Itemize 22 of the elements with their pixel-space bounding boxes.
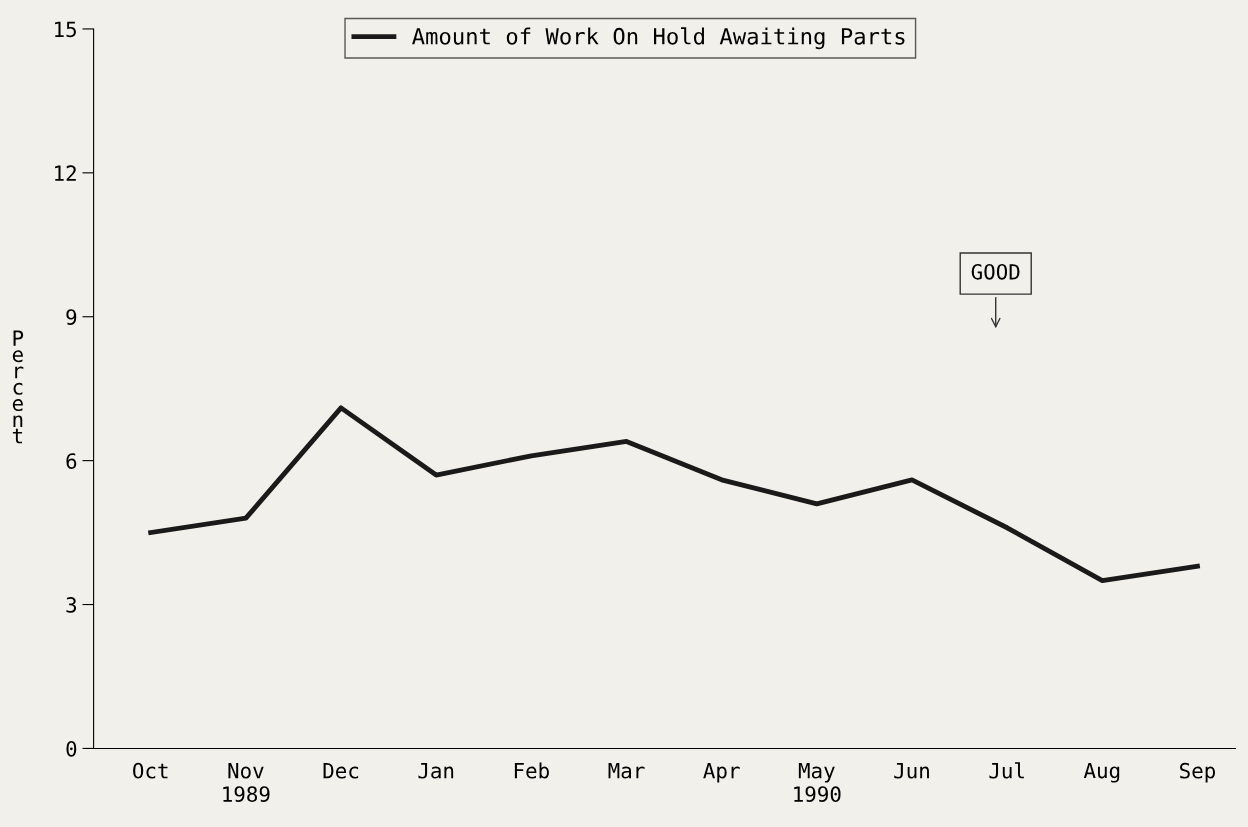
y-tick-label: 15: [55, 21, 76, 38]
y-tick-label: 0: [66, 740, 77, 757]
y-tick-label: 6: [66, 453, 77, 469]
x-tick-label: Feb: [514, 762, 549, 779]
x-tick-label: May 1990: [794, 763, 841, 803]
x-tick-label: Jan: [418, 763, 454, 779]
line-series: [148, 405, 1200, 583]
x-tick-label: Mar: [608, 763, 645, 779]
annotation: GOOD: [971, 263, 1020, 280]
x-tick-label: Nov 1989: [223, 763, 270, 803]
y-tick-label: 12: [55, 165, 76, 181]
x-tick-label: Aug: [1083, 762, 1120, 783]
x-tick-label: Jul: [989, 762, 1024, 779]
x-tick-label: Apr: [703, 763, 740, 783]
y-axis-title: Percent: [12, 330, 24, 444]
x-tick-label: Sep: [1180, 762, 1215, 783]
legend-label: Amount of Work On Hold Awaiting Parts: [412, 27, 905, 50]
x-tick-label: Dec: [323, 763, 359, 779]
y-tick-label: 9: [66, 309, 77, 326]
y-tick-label: 3: [66, 597, 77, 613]
x-tick-label: Jun: [894, 763, 929, 779]
x-tick-label: Oct: [133, 762, 168, 779]
